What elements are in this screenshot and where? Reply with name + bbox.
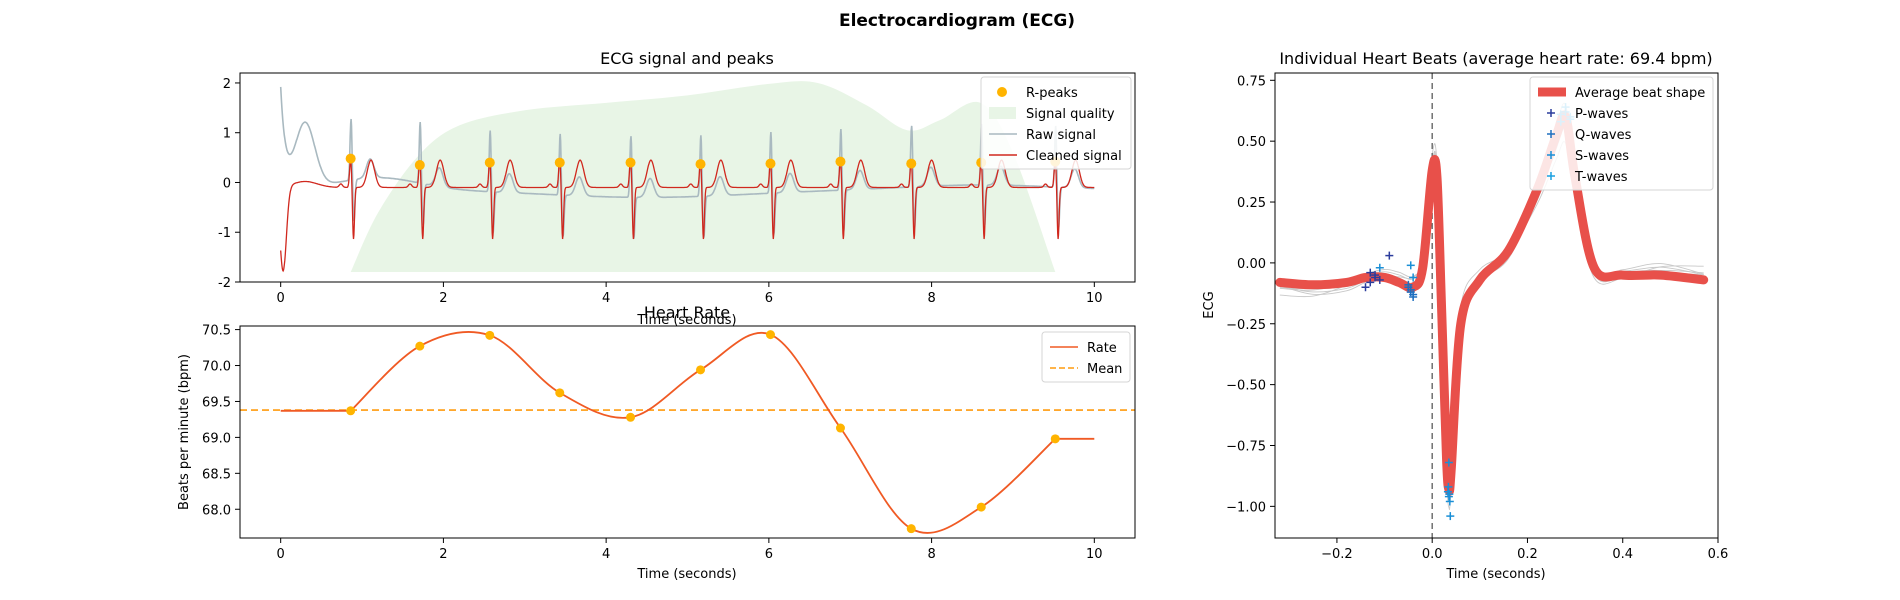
rate-point — [626, 412, 636, 422]
r-peak-point — [414, 160, 425, 171]
r-peak-point — [484, 157, 495, 168]
r-peak-point — [554, 157, 565, 168]
cleaned-signal-line — [280, 159, 1095, 273]
rate-point — [1050, 434, 1060, 444]
x-tick-label: 0.0 — [1422, 547, 1443, 562]
legend-box — [980, 76, 1132, 170]
beats-ylabel: ECG — [1202, 291, 1217, 318]
x-tick-label: 10 — [1086, 547, 1103, 562]
y-tick-label: −1.00 — [1226, 500, 1266, 515]
rate-point — [906, 524, 916, 534]
x-tick-label: 4 — [602, 547, 610, 562]
legend-label: S-waves — [1575, 149, 1629, 164]
beats-legend: Average beat shape P-waves Q-waves S-waves T… — [1529, 76, 1714, 191]
x-tick-label: 0.2 — [1517, 547, 1538, 562]
legend-patch — [989, 107, 1016, 119]
r-peak-point — [765, 158, 776, 169]
rate-title: Heart Rate — [644, 303, 730, 322]
ecg-title: ECG signal and peaks — [600, 49, 774, 68]
ecg-xlabel: Time (seconds) — [636, 313, 736, 328]
y-tick-label: 0.00 — [1237, 257, 1266, 272]
beats-title: Individual Heart Beats (average heart ra… — [1279, 49, 1712, 68]
x-tick-label: 4 — [602, 291, 610, 306]
rate-point — [765, 330, 775, 340]
y-tick-label: −0.25 — [1226, 318, 1266, 333]
x-tick-label: 6 — [765, 547, 773, 562]
y-tick-label: 1 — [223, 127, 231, 142]
x-tick-label: −0.2 — [1321, 547, 1353, 562]
rate-point — [555, 388, 565, 398]
legend-label: Mean — [1087, 362, 1122, 377]
y-tick-label: 70.5 — [202, 324, 231, 339]
rate-point — [835, 423, 845, 433]
raw-signal-line — [279, 86, 1095, 239]
legend-label: Raw signal — [1026, 128, 1096, 143]
legend-label: T-waves — [1574, 170, 1628, 185]
rate-axes-frame — [239, 325, 1136, 539]
legend-box — [1041, 331, 1131, 383]
r-peak-point — [835, 156, 846, 167]
r-peak-point — [906, 158, 917, 169]
y-tick-label: 69.5 — [202, 395, 231, 410]
y-tick-label: -1 — [218, 226, 231, 241]
x-tick-label: 0.6 — [1708, 547, 1729, 562]
x-tick-label: 8 — [927, 291, 935, 306]
rate-point — [976, 502, 986, 512]
y-tick-label: 0.50 — [1237, 135, 1266, 150]
rate-legend: Rate Mean — [1041, 331, 1131, 383]
rate-point — [696, 365, 706, 375]
legend-label: Q-waves — [1575, 128, 1632, 143]
ecg-legend: R-peaks Signal quality Raw signal Cleaned s… — [980, 76, 1132, 170]
r-peak-point — [345, 153, 356, 164]
x-tick-label: 0 — [277, 291, 285, 306]
x-tick-label: 2 — [439, 547, 447, 562]
legend-marker — [997, 87, 1007, 97]
ecg-axes-frame — [239, 72, 1136, 283]
rate-ylabel: Beats per minute (bpm) — [177, 354, 192, 510]
y-tick-label: 0.25 — [1237, 196, 1266, 211]
legend-label: P-waves — [1575, 107, 1629, 122]
x-tick-label: 2 — [439, 291, 447, 306]
y-tick-label: 70.0 — [202, 360, 231, 375]
legend-label: Rate — [1087, 341, 1117, 356]
x-tick-label: 10 — [1086, 291, 1103, 306]
r-peak-point — [625, 157, 636, 168]
y-tick-label: 68.5 — [202, 467, 231, 482]
y-tick-label: −0.50 — [1226, 379, 1266, 394]
y-tick-label: 0.75 — [1237, 74, 1266, 89]
rate-panel: Heart Rate 0 2 4 6 8 10 68.0 68.5 69.0 69.5 70.0 7… — [177, 303, 1136, 582]
legend-box — [1529, 76, 1714, 191]
rate-line — [280, 330, 1095, 534]
x-tick-label: 6 — [765, 291, 773, 306]
legend-label: R-peaks — [1026, 86, 1078, 101]
rate-point — [346, 406, 356, 416]
ecg-panel: ECG signal and peaks 0 2 4 6 8 10 -2 -1 0 1 2 Tim… — [218, 49, 1136, 328]
legend-label: Signal quality — [1026, 107, 1115, 122]
beats-axes-frame — [1274, 72, 1719, 539]
x-tick-label: 0 — [277, 547, 285, 562]
beats-panel: Individual Heart Beats (average heart ra… — [1202, 49, 1728, 582]
y-tick-label: -2 — [218, 276, 231, 291]
beats-xlabel: Time (seconds) — [1445, 567, 1545, 582]
y-tick-label: 68.0 — [202, 503, 231, 518]
figure-title: Electrocardiogram (ECG) — [839, 11, 1075, 31]
legend-label: Average beat shape — [1575, 86, 1705, 101]
y-tick-label: −0.75 — [1226, 439, 1266, 454]
x-tick-label: 8 — [927, 547, 935, 562]
x-tick-label: 0.4 — [1612, 547, 1633, 562]
rate-xlabel: Time (seconds) — [636, 567, 736, 582]
y-tick-label: 69.0 — [202, 431, 231, 446]
rate-point — [485, 330, 495, 340]
legend-label: Cleaned signal — [1026, 149, 1122, 164]
signal-quality-area — [350, 81, 1056, 273]
y-tick-label: 0 — [223, 176, 231, 191]
rate-point — [415, 341, 425, 351]
y-tick-label: 2 — [223, 77, 231, 92]
r-peak-point — [695, 159, 706, 170]
